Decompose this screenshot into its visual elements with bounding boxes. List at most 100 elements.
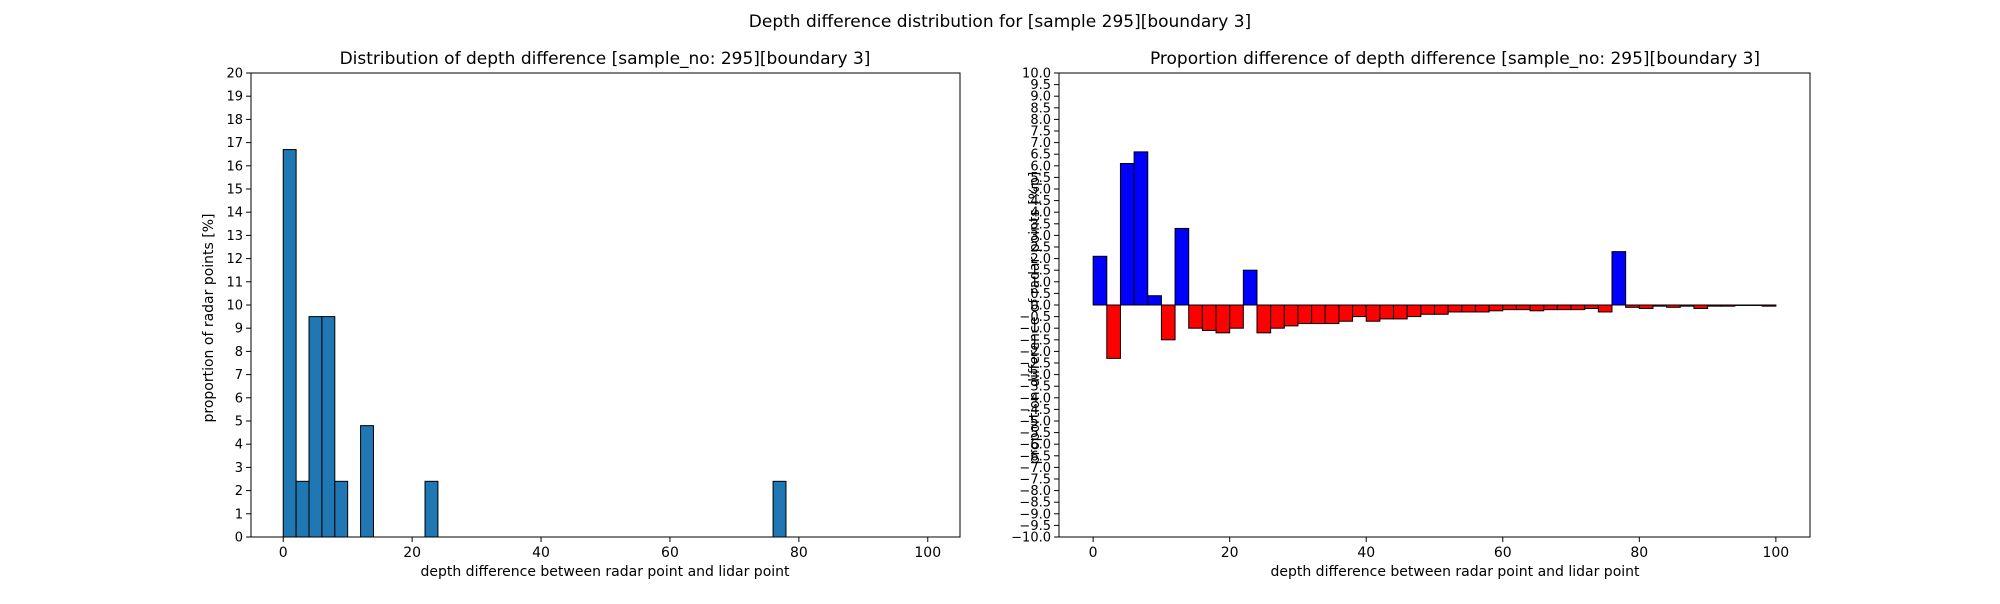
right-chart-bar (1435, 305, 1449, 314)
right-chart-bar (1284, 305, 1298, 326)
right-chart-x-tick-label: 0 (1089, 545, 1098, 561)
left-chart-bar (309, 317, 322, 537)
right-chart-bar (1557, 305, 1571, 310)
right-chart-bar (1639, 305, 1653, 308)
right-chart-bar (1107, 305, 1121, 358)
left-chart-y-tick-label: 16 (226, 159, 243, 174)
left-chart-ylabel: proportion of radar points [%] (201, 213, 217, 422)
right-chart-bar (1407, 305, 1421, 317)
left-chart-bar (322, 317, 335, 537)
right-chart-bar (1762, 305, 1776, 306)
right-chart-bar (1271, 305, 1285, 328)
left-chart-y-tick-label: 1 (235, 507, 243, 522)
right-chart-x-tick-label: 100 (1762, 545, 1789, 561)
right-chart-bar (1216, 305, 1230, 333)
right-chart-bar (1093, 256, 1107, 305)
right-chart-xlabel: depth difference between radar point and… (1270, 564, 1640, 580)
left-chart-y-tick-label: 17 (226, 136, 243, 151)
left-chart-bar (773, 481, 786, 537)
right-chart-bar (1571, 305, 1585, 310)
left-chart-y-tick-label: 10 (226, 299, 243, 314)
left-chart-y-tick-label: 8 (235, 345, 243, 360)
left-chart-bars (283, 150, 786, 537)
right-chart-bar (1544, 305, 1558, 310)
left-chart-y-tick-label: 15 (226, 183, 243, 198)
right-chart-bar (1530, 305, 1544, 311)
left-chart-y-tick-label: 11 (226, 275, 243, 290)
left-chart-bar (425, 481, 438, 537)
left-chart-y-tick-label: 13 (226, 229, 243, 244)
right-chart-bars (1093, 152, 1776, 358)
right-chart-bar (1230, 305, 1244, 328)
right-chart-bar (1612, 252, 1626, 305)
right-chart-x-tick-label: 20 (1221, 545, 1239, 561)
right-chart-bar (1380, 305, 1394, 319)
right-chart-bar (1243, 270, 1257, 305)
left-chart-xlabel: depth difference between radar point and… (420, 564, 790, 580)
left-chart: Distribution of depth difference [sample… (201, 49, 960, 580)
left-chart-y-tick-label: 6 (235, 391, 243, 406)
right-chart-x-tick-label: 40 (1357, 545, 1375, 561)
figure-suptitle: Depth difference distribution for [sampl… (749, 12, 1251, 32)
right-chart-bar (1503, 305, 1517, 310)
left-chart-x-tick-label: 40 (532, 545, 550, 561)
left-chart-bar (335, 481, 348, 537)
right-chart-bar (1312, 305, 1326, 324)
left-chart-y-tick-label: 20 (226, 67, 243, 82)
right-chart-bar (1626, 305, 1640, 307)
left-chart-y-tick-label: 14 (226, 206, 243, 221)
right-chart-bar (1353, 305, 1367, 317)
right-chart-y-tick-label: 10.0 (1022, 67, 1051, 82)
right-chart-bar (1667, 305, 1681, 307)
right-chart-bar (1394, 305, 1408, 319)
left-chart-y-tick-label: 4 (235, 438, 243, 453)
left-chart-bar (361, 426, 374, 537)
left-chart-title: Distribution of depth difference [sample… (340, 49, 871, 69)
left-chart-y-tick-label: 3 (235, 461, 243, 476)
right-chart-bar (1489, 305, 1503, 311)
right-chart-bar (1161, 305, 1175, 340)
left-chart-y-tick-label: 12 (226, 252, 243, 267)
left-chart-y-tick-label: 7 (235, 368, 243, 383)
left-chart-y-tick-label: 5 (235, 415, 243, 430)
right-chart-x-tick-label: 60 (1494, 545, 1512, 561)
right-chart-title: Proportion difference of depth differenc… (1150, 49, 1760, 69)
left-chart-y-tick-label: 18 (226, 113, 243, 128)
right-chart-bar (1475, 305, 1489, 312)
right-chart-bar (1257, 305, 1271, 333)
left-chart-bar (283, 150, 296, 537)
left-chart-bar (296, 481, 309, 537)
right-chart-bar (1694, 305, 1708, 308)
right-chart: Proportion difference of depth differenc… (1011, 49, 1810, 580)
right-chart-bar (1653, 305, 1667, 306)
left-chart-x-tick-label: 80 (790, 545, 808, 561)
right-chart-bar (1721, 305, 1735, 306)
right-chart-bar (1148, 296, 1162, 305)
right-chart-bar (1680, 305, 1694, 306)
left-chart-x-tick-label: 60 (661, 545, 679, 561)
right-chart-bar (1189, 305, 1203, 328)
right-chart-bar (1585, 305, 1599, 308)
left-chart-x-tick-label: 20 (403, 545, 421, 561)
right-chart-bar (1598, 305, 1612, 312)
right-chart-bar (1708, 305, 1722, 306)
right-chart-x-tick-label: 80 (1630, 545, 1648, 561)
right-chart-bar (1421, 305, 1435, 314)
right-chart-bar (1366, 305, 1380, 321)
right-chart-bar (1325, 305, 1339, 324)
right-chart-bar (1120, 163, 1134, 305)
right-chart-bar (1516, 305, 1530, 310)
left-chart-x-tick-label: 0 (279, 545, 288, 561)
left-chart-y-tick-label: 0 (235, 531, 243, 546)
right-chart-bar (1339, 305, 1353, 321)
left-chart-x-tick-label: 100 (914, 545, 941, 561)
right-chart-bar (1202, 305, 1216, 331)
left-chart-y-tick-label: 9 (235, 322, 243, 337)
right-chart-bar (1448, 305, 1462, 312)
left-chart-y-tick-label: 2 (235, 484, 243, 499)
left-chart-y-tick-label: 19 (226, 90, 243, 105)
right-chart-bar (1298, 305, 1312, 324)
right-chart-bar (1175, 228, 1189, 305)
